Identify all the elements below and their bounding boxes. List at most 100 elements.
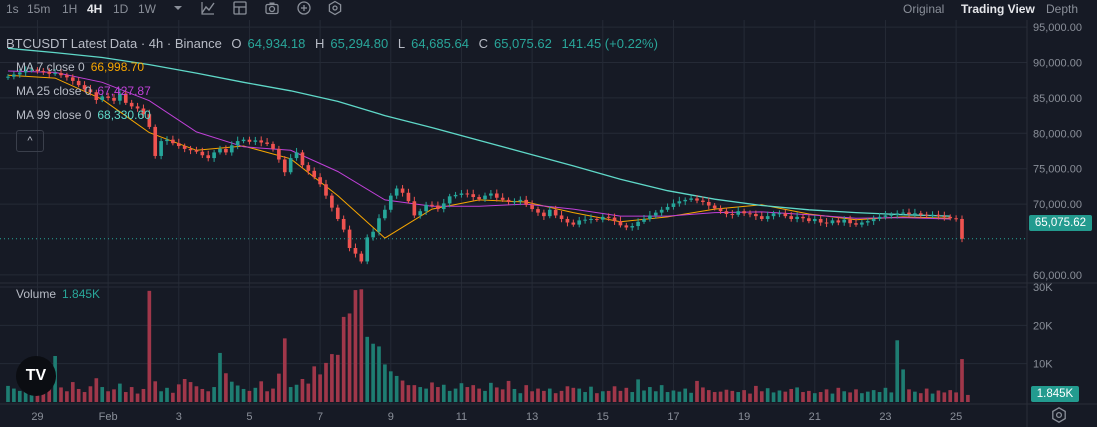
gear-icon[interactable] [1050, 406, 1068, 424]
candle-body [459, 193, 464, 195]
candle-body [889, 214, 894, 216]
candle-body [789, 216, 794, 219]
candle-body [17, 72, 22, 75]
candle-body [748, 213, 752, 215]
candle-body [41, 70, 46, 72]
view-trading-view[interactable]: Trading View [961, 2, 1035, 16]
volume-bar [424, 388, 428, 402]
timeframe-1s[interactable]: 1s [6, 2, 19, 16]
time-tick-label: 21 [809, 411, 821, 423]
timeframe-4h[interactable]: 4H [87, 2, 103, 16]
candle-body [247, 139, 252, 142]
volume-bar [759, 391, 764, 402]
candle-body [135, 106, 140, 109]
tradingview-logo[interactable]: TV [16, 356, 56, 396]
candle-body [383, 209, 387, 219]
ma-line-2 [7, 47, 951, 217]
volume-bar [135, 393, 140, 402]
candle-body [583, 219, 587, 221]
camera-icon[interactable] [264, 0, 280, 16]
volume-bar [377, 346, 381, 402]
volume-bar [795, 387, 799, 402]
volume-bar [807, 390, 811, 402]
volume-bar [394, 375, 399, 402]
candle-body [924, 214, 929, 216]
candle-body [218, 148, 222, 153]
plus-circle-icon[interactable] [296, 0, 312, 16]
volume-bar [618, 390, 623, 402]
volume-bar [936, 390, 941, 402]
candle-body [630, 226, 635, 228]
candle-body [229, 145, 234, 153]
candle-body [294, 152, 299, 159]
candle-body [288, 158, 293, 173]
volume-bar [636, 379, 640, 402]
open-value: 64,934.18 [247, 36, 306, 51]
current-volume-label: 1.845K [1031, 386, 1079, 402]
candle-body [400, 188, 405, 193]
layout-icon[interactable] [232, 0, 248, 16]
volume-bars [6, 289, 970, 402]
low-value: 64,685.64 [411, 36, 469, 51]
indicator-icon[interactable] [200, 0, 216, 16]
volume-bar [318, 374, 322, 402]
volume-bar [648, 387, 652, 402]
candle-body [860, 222, 864, 225]
time-axis: 29 Feb 3 5 7 9 11 13 15 17 19 21 23 25 [31, 411, 962, 423]
candle-body [530, 204, 534, 210]
collapse-legend-button[interactable]: ^ [16, 130, 44, 152]
ohlc-legend: BTCUSDT Latest Data · 4h · Binance O 64,9… [6, 36, 664, 51]
ma99-legend[interactable]: MA 99 close 0 68,330.60 [16, 108, 151, 122]
ma25-legend[interactable]: MA 25 close 0 67,427.87 [16, 84, 151, 98]
timeframe-1d[interactable]: 1D [113, 2, 129, 16]
candles [6, 65, 964, 265]
candle-body [712, 205, 717, 209]
volume-bar [489, 382, 493, 402]
candle-body [571, 222, 576, 225]
candle-body [271, 143, 275, 149]
candle-body [465, 193, 470, 195]
settings-hex-icon[interactable] [327, 0, 343, 16]
volume-tick-label: 10K [1033, 359, 1053, 371]
timeframe-1h[interactable]: 1H [62, 2, 78, 16]
high-value: 65,294.80 [330, 36, 389, 51]
view-depth[interactable]: Depth [1046, 2, 1079, 16]
candle-body [901, 212, 905, 214]
candle-body [65, 75, 69, 78]
close-label: C [478, 36, 488, 51]
candle-body [907, 212, 911, 215]
ma7-value: 66,998.70 [90, 60, 145, 74]
candle-body [94, 92, 99, 101]
volume-bar [877, 392, 882, 402]
volume-bar [200, 388, 205, 402]
volume-bar [542, 390, 546, 402]
timeframe-1w[interactable]: 1W [138, 2, 156, 16]
volume-bar [347, 313, 352, 402]
volume-bar [553, 393, 558, 402]
timeframe-15m[interactable]: 15m [27, 2, 51, 16]
candle-body [742, 211, 746, 214]
volume-bar [730, 390, 735, 402]
volume-bar [353, 290, 358, 402]
view-original[interactable]: Original [903, 2, 945, 16]
candle-body [930, 214, 935, 216]
volume-bar [512, 388, 517, 402]
candle-body [500, 197, 505, 200]
volume-bar [895, 340, 900, 402]
change-value: 141.45 (+0.22%) [561, 36, 658, 51]
volume-legend: Volume 1.845K [16, 287, 100, 301]
candle-body [671, 203, 676, 207]
candle-body [82, 85, 87, 90]
volume-bar [624, 387, 629, 402]
candle-body [118, 93, 122, 101]
volume-bar [659, 385, 664, 402]
volume-bar [194, 386, 199, 402]
chevron-down-icon[interactable] [170, 0, 186, 16]
candle-body [665, 206, 670, 210]
candle-body [106, 96, 110, 98]
candle-body [447, 196, 452, 204]
ma7-legend[interactable]: MA 7 close 0 66,998.70 [16, 60, 144, 74]
volume-bar [960, 359, 964, 402]
volume-bar [59, 387, 63, 402]
